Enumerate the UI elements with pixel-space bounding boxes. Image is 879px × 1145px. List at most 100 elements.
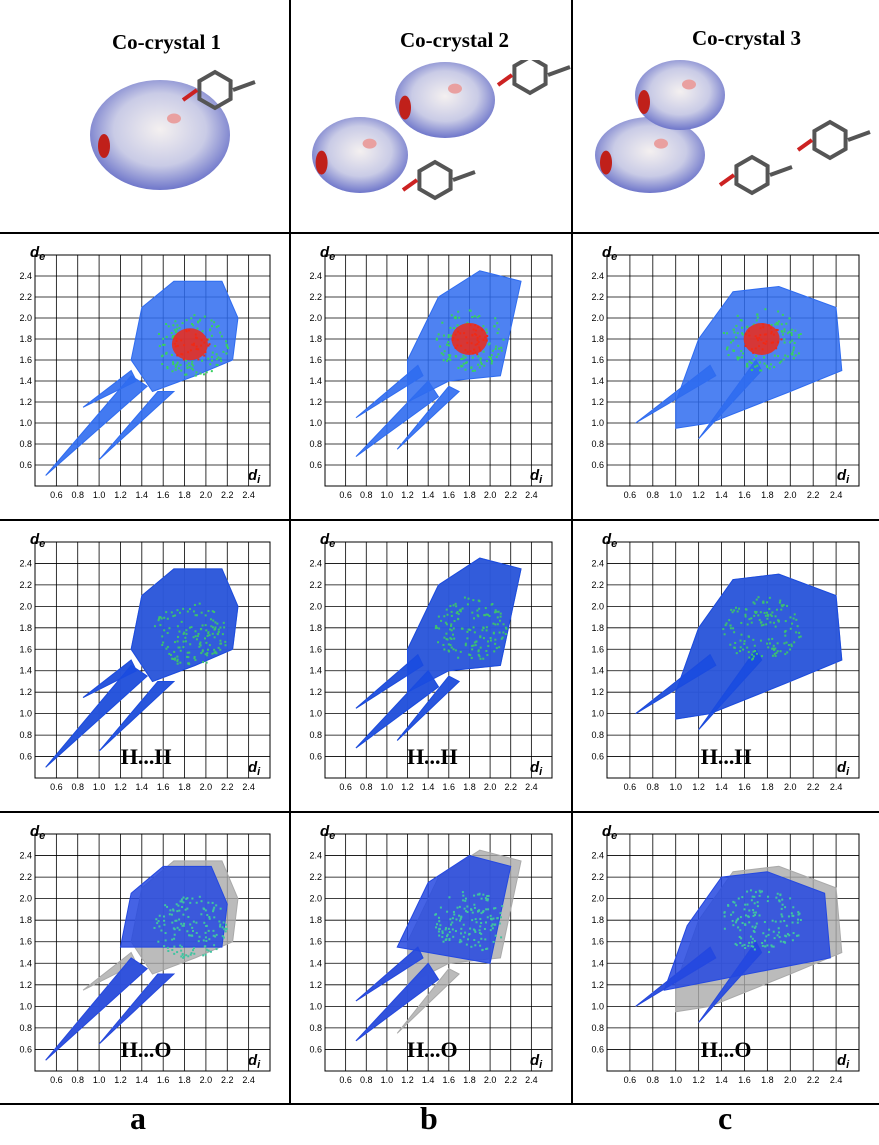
- fingerprint-dot: [754, 902, 756, 904]
- y-tick-label: 0.6: [591, 1044, 604, 1054]
- fingerprint-dot: [766, 601, 768, 603]
- y-axis-label: de: [602, 244, 617, 263]
- y-tick-label: 1.2: [591, 687, 604, 697]
- fingerprint-dot: [470, 367, 472, 369]
- fingerprint-dot: [443, 637, 445, 639]
- fingerprint-dot: [476, 610, 478, 612]
- fingerprint-dot: [186, 930, 188, 932]
- fingerprint-dot: [219, 924, 221, 926]
- y-tick-label: 1.2: [309, 687, 322, 697]
- x-tick-label: 1.6: [738, 490, 751, 500]
- y-tick-label: 1.0: [309, 709, 322, 719]
- fingerprint-dot: [777, 355, 779, 357]
- fingerprint-dot: [491, 603, 493, 605]
- fingerprint-dot: [453, 648, 455, 650]
- fingerprint-dot: [785, 935, 787, 937]
- fingerprint-dot: [219, 643, 221, 645]
- fingerprint-dot: [459, 906, 461, 908]
- fingerprint-dot: [749, 361, 751, 363]
- x-tick-label: 0.8: [647, 1075, 660, 1085]
- fingerprint-dot: [188, 366, 190, 368]
- fingerprint-dot: [784, 635, 786, 637]
- fingerprint-dot: [180, 364, 182, 366]
- fingerprint-dot: [780, 338, 782, 340]
- fingerprint-dot: [496, 322, 498, 324]
- fingerprint-dot: [776, 609, 778, 611]
- fingerprint-dot: [775, 897, 777, 899]
- y-tick-label: 2.0: [591, 313, 604, 323]
- fingerprint-dot: [178, 631, 180, 633]
- fingerprint-dot: [225, 353, 227, 355]
- x-tick-label: 1.8: [178, 1075, 191, 1085]
- fingerprint-dot: [460, 365, 462, 367]
- fingerprint-dot: [479, 929, 481, 931]
- fingerprint-dot: [435, 625, 437, 627]
- fingerprint-dot: [483, 351, 485, 353]
- bond: [233, 82, 255, 90]
- fingerprint-dot: [209, 363, 211, 365]
- y-tick-label: 0.8: [309, 439, 322, 449]
- fingerprint-dot: [795, 631, 797, 633]
- x-tick-label: 2.4: [242, 782, 255, 792]
- fingerprint-dot: [440, 907, 442, 909]
- fingerprint-dot: [753, 358, 755, 360]
- fingerprint-dot: [463, 363, 465, 365]
- fingerprint-dot: [189, 902, 191, 904]
- fingerprint-dot: [493, 650, 495, 652]
- fingerprint-dot: [161, 644, 163, 646]
- fingerprint-dot: [498, 611, 500, 613]
- fingerprint-dot: [735, 921, 737, 923]
- fingerprint-dot: [744, 614, 746, 616]
- fingerprint-dot: [475, 644, 477, 646]
- fingerprint-dot: [726, 622, 728, 624]
- fingerprint-dot: [730, 914, 732, 916]
- y-tick-label: 1.6: [309, 644, 322, 654]
- fingerprint-dot: [163, 915, 165, 917]
- fingerprint-dot: [787, 355, 789, 357]
- fingerprint-dot: [727, 904, 729, 906]
- fingerprint-dot: [153, 927, 155, 929]
- fingerprint-dot: [473, 617, 475, 619]
- fingerprint-dot: [779, 936, 781, 938]
- y-tick-label: 2.0: [591, 601, 604, 611]
- fingerprint-dot: [733, 350, 735, 352]
- fingerprint-dot: [163, 629, 165, 631]
- fingerprint-dot: [483, 627, 485, 629]
- fingerprint-dot: [756, 923, 758, 925]
- fingerprint-dot: [439, 924, 441, 926]
- fingerprint-dot: [176, 324, 178, 326]
- fingerprint-dot: [782, 904, 784, 906]
- fingerprint-dot: [469, 928, 471, 930]
- fingerprint-dot: [183, 897, 185, 899]
- fingerprint-dot: [174, 920, 176, 922]
- y-tick-label: 1.0: [309, 1001, 322, 1011]
- fingerprint-dot: [773, 931, 775, 933]
- fingerprint-dot: [788, 915, 790, 917]
- fingerprint-dot: [454, 620, 456, 622]
- fingerprint-dot: [778, 927, 780, 929]
- fingerprint-dot: [738, 608, 740, 610]
- fingerprint-dot: [468, 598, 470, 600]
- fingerprint-dot: [793, 357, 795, 359]
- fingerprint-dot: [214, 626, 216, 628]
- fingerprint-dot: [438, 628, 440, 630]
- x-tick-label: 0.8: [71, 490, 84, 500]
- y-tick-label: 0.6: [309, 1044, 322, 1054]
- fingerprint-dot: [453, 628, 455, 630]
- fingerprint-hotspot: [744, 323, 780, 355]
- y-tick-label: 1.0: [19, 418, 32, 428]
- fingerprint-dot: [463, 355, 465, 357]
- fingerprint-dot: [166, 366, 168, 368]
- fingerprint-dot: [741, 327, 743, 329]
- fingerprint-dot: [740, 646, 742, 648]
- fingerprint-dot: [225, 924, 227, 926]
- fingerprint-dot: [208, 938, 210, 940]
- fingerprint-dot: [192, 369, 194, 371]
- fingerprint-dot: [737, 315, 739, 317]
- fingerprint-dot: [476, 921, 478, 923]
- fingerprint-dot: [734, 642, 736, 644]
- fingerprint-dot: [176, 910, 178, 912]
- fingerprint-dot: [485, 899, 487, 901]
- fingerprint-dot: [738, 898, 740, 900]
- fingerprint-dot: [443, 615, 445, 617]
